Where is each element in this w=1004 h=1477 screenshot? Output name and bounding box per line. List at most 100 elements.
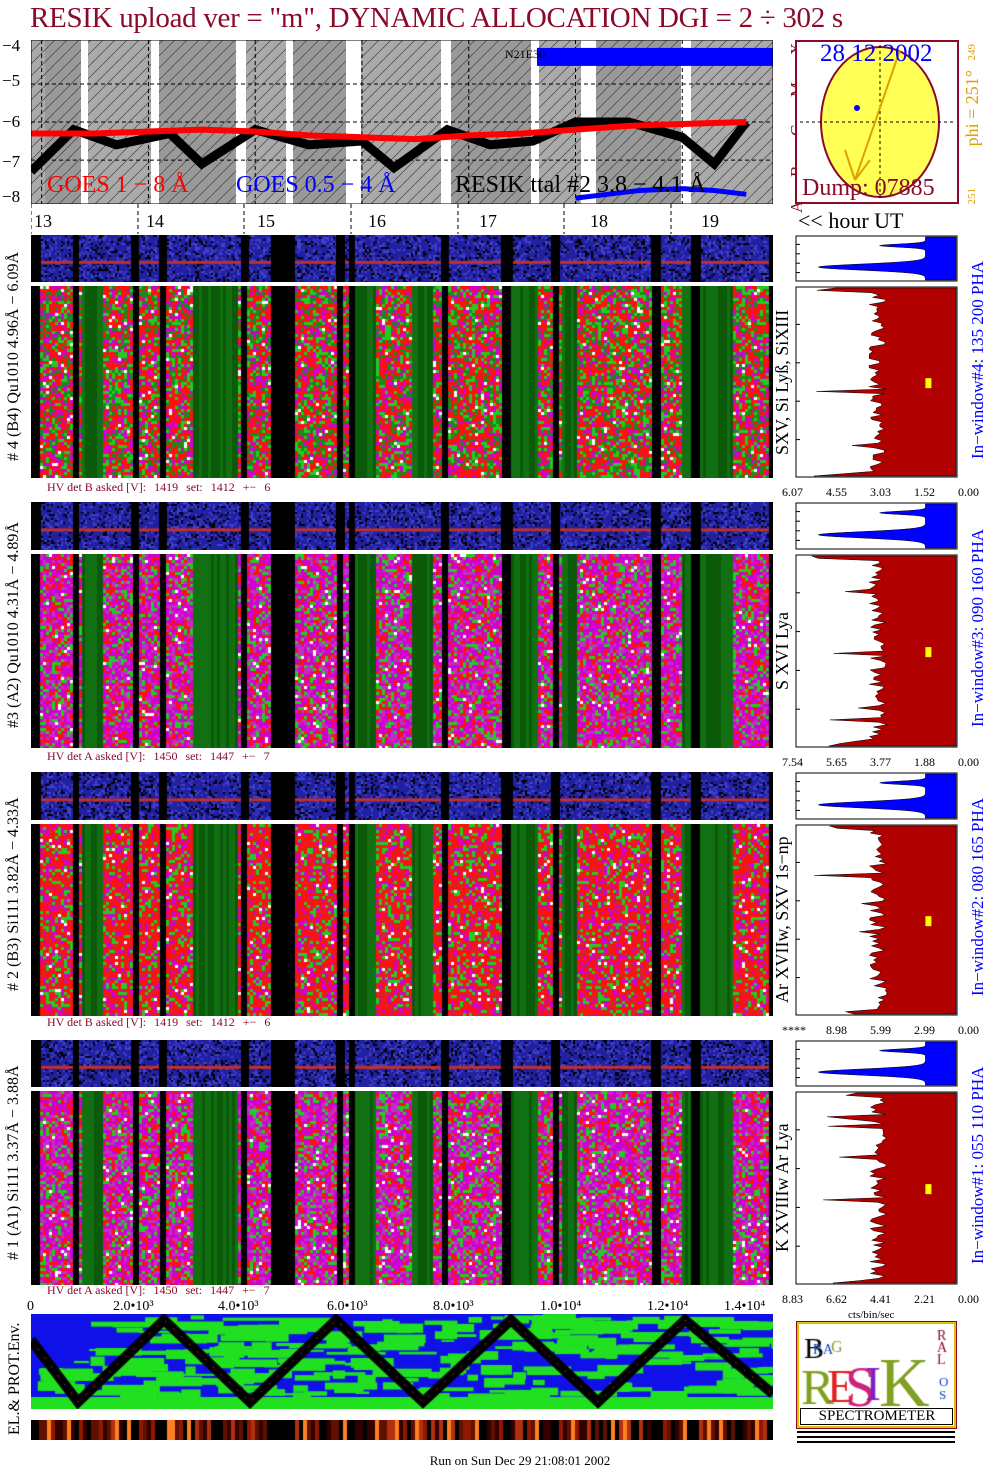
spectrogram-plot xyxy=(31,286,773,478)
pha-strip-plot xyxy=(31,1040,773,1087)
hv-label: HV det B asked [V]: xyxy=(47,1015,147,1029)
threshold-marker xyxy=(925,647,932,658)
hour-label: 19 xyxy=(701,211,719,231)
hist-tick: 2.99 xyxy=(914,1023,935,1037)
detector-label: # 2 (B3) Si111 3.82Å − 4.33Å xyxy=(5,797,22,991)
pha-strip-plot xyxy=(31,235,773,282)
logo-graphic xyxy=(799,1324,954,1408)
hv-set: 1447 xyxy=(210,749,235,763)
hv-pm: +− xyxy=(242,1015,257,1029)
hist-area xyxy=(817,1041,957,1086)
hist-area xyxy=(811,555,957,747)
series-goes-long xyxy=(31,119,747,143)
spectrogram-plot xyxy=(31,554,773,748)
hv-status: HV det A asked [V]: 1450 set: 1447 +− 7 xyxy=(47,750,278,763)
spectrum-histogram xyxy=(795,286,958,478)
hist-tick: 8.83 xyxy=(782,1292,803,1306)
hist-area xyxy=(817,503,957,549)
sample-tick: 4.0•10³ xyxy=(218,1299,259,1314)
hour-label: 14 xyxy=(146,211,164,231)
region-label: N21E30 xyxy=(505,47,545,61)
detector-label: # 1 (A1) Si111 3.37Å − 3.88Å xyxy=(5,1065,22,1260)
pha-strip-plot xyxy=(31,502,773,550)
hist-area xyxy=(817,236,957,281)
sample-tick: 8.0•10³ xyxy=(433,1299,474,1314)
line-ids-label: S XVI Lya xyxy=(772,612,792,690)
hist-area xyxy=(817,773,957,819)
hour-label: 18 xyxy=(590,211,608,231)
hist-tick: **** xyxy=(782,1023,806,1037)
hv-pm: +− xyxy=(242,1283,256,1297)
logo-subtitle: SPECTROMETER xyxy=(818,1408,936,1424)
hv-status: HV det B asked [V]: 1419 set: 1412 +− 6 xyxy=(47,1016,278,1029)
phi-bottom: 251 xyxy=(966,188,978,205)
pha-histogram xyxy=(795,772,958,820)
date-label: 28 12 2002 xyxy=(820,40,933,67)
sample-tick: 0 xyxy=(27,1299,34,1314)
resik-logo: SPECTROMETER xyxy=(796,1321,957,1429)
hour-label: 17 xyxy=(479,211,497,231)
hour-label: 16 xyxy=(368,211,386,231)
hv-set: 1412 xyxy=(210,480,235,494)
hist-tick: 0.00 xyxy=(958,485,979,499)
phi-top: 249 xyxy=(966,44,978,61)
hist-tick: 7.54 xyxy=(782,755,803,769)
hv-asked: 1419 xyxy=(154,1015,179,1029)
hist-tick: 3.77 xyxy=(870,755,891,769)
footer-run-info: Run on Sun Dec 29 21:08:01 2002 xyxy=(429,1453,611,1468)
pha-window-label: In−window#1: 055 110 PHA xyxy=(968,1066,987,1265)
hv-dev: 7 xyxy=(263,1283,270,1297)
saa-hatch xyxy=(88,40,151,204)
y-tick: −4 xyxy=(2,36,21,55)
y-tick: −6 xyxy=(2,112,21,131)
hv-status: HV det A asked [V]: 1450 set: 1447 +− 7 xyxy=(47,1284,278,1297)
hour-label: 15 xyxy=(257,211,275,231)
legend-goes-long: GOES 1 − 8 Å xyxy=(47,172,189,198)
hv-set-label: set: xyxy=(186,480,203,494)
line-ids-label: K XVIIIw Ar Lya xyxy=(772,1123,792,1253)
threshold-marker xyxy=(925,1184,932,1195)
region-bar xyxy=(537,47,773,66)
detector-label: #3 (A2) Qu1010 4.31Å − 4.89Å xyxy=(5,522,22,728)
hv-label: HV det B asked [V]: xyxy=(47,480,147,494)
hv-pm: +− xyxy=(242,749,256,763)
pha-window-label: In−window#4: 135 200 PHA xyxy=(968,260,987,459)
hist-tick: 3.03 xyxy=(870,485,891,499)
hv-asked: 1450 xyxy=(153,1283,178,1297)
threshold-marker xyxy=(925,916,932,927)
hist-tick: 5.99 xyxy=(870,1023,891,1037)
phi-label: phi = 251° xyxy=(962,70,982,147)
spectrogram-plot xyxy=(31,1091,773,1285)
sample-tick: 1.2•10⁴ xyxy=(647,1299,689,1314)
hour-axis xyxy=(31,204,672,234)
hv-dev: 6 xyxy=(264,480,271,494)
goes-lightcurve-plot xyxy=(31,40,773,204)
hist-tick: 4.41 xyxy=(870,1292,891,1306)
hist-tick: 6.62 xyxy=(826,1292,847,1306)
line-ids-label: SXV, Si Lyß, SiXIII xyxy=(772,309,792,455)
hv-set-label: set: xyxy=(185,749,203,763)
hv-dev: 7 xyxy=(263,749,270,763)
hist-tick: 0.00 xyxy=(958,1023,979,1037)
logo-fine-print xyxy=(797,1431,955,1443)
spectrogram-plot xyxy=(31,824,773,1016)
hv-label: HV det A asked [V]: xyxy=(47,749,146,763)
hist-tick: 1.52 xyxy=(914,485,935,499)
y-tick: −7 xyxy=(2,152,21,171)
hv-status: HV det B asked [V]: 1419 set: 1412 +− 6 xyxy=(47,481,278,494)
hv-set: 1447 xyxy=(210,1283,235,1297)
spectrum-histogram xyxy=(795,554,958,748)
hist-tick: 4.55 xyxy=(826,485,847,499)
legend-goes-short: GOES 0.5 − 4 Å xyxy=(236,172,396,198)
sample-tick: 2.0•10³ xyxy=(113,1299,154,1314)
spectrum-histogram xyxy=(795,824,958,1016)
pha-histogram xyxy=(795,235,958,282)
hist-tick: 0.00 xyxy=(958,755,979,769)
hv-pm: +− xyxy=(242,480,257,494)
particle-heat-strip xyxy=(31,1420,773,1440)
pha-strip-plot xyxy=(31,772,773,820)
hist-unit: cts/bin/sec xyxy=(848,1309,895,1321)
hour-label: 13 xyxy=(34,211,52,231)
hist-tick: 2.21 xyxy=(914,1292,935,1306)
pha-window-label: In−window#2: 080 165 PHA xyxy=(968,798,987,997)
